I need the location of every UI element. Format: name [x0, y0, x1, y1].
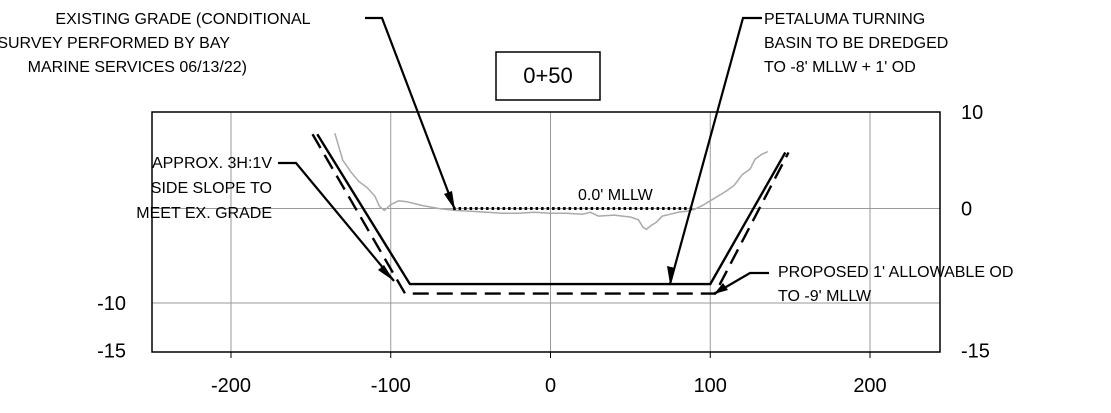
note-line: PETALUMA TURNING — [764, 11, 925, 28]
arrowhead — [667, 266, 675, 284]
arrowhead — [378, 265, 394, 281]
note-line: PROPOSED 1' ALLOWABLE OD — [778, 264, 1013, 281]
x-tick-label: -100 — [371, 375, 411, 397]
station-label: 0+50 — [523, 63, 573, 88]
arrowhead — [714, 283, 728, 294]
section-lines — [311, 132, 790, 295]
leader-arrowheads — [378, 191, 728, 294]
note-line: MEET EX. GRADE — [136, 205, 272, 222]
note-line: SURVEY PERFORMED BY BAY — [0, 35, 230, 52]
leader-overdepth — [713, 271, 769, 295]
arrowhead — [444, 191, 455, 210]
note-line: BASIN TO BE DREDGED — [764, 35, 948, 52]
note-line: APPROX. 3H:1V — [152, 155, 272, 172]
note-turning-basin: PETALUMA TURNING BASIN TO BE DREDGED TO … — [764, 11, 948, 76]
note-overdepth: PROPOSED 1' ALLOWABLE OD TO -9' MLLW — [778, 264, 1013, 305]
y-tick-label-right: 10 — [961, 102, 983, 124]
overdepth-line — [311, 133, 790, 295]
leader-lines — [278, 16, 769, 295]
note-line: SIDE SLOPE TO — [151, 180, 272, 197]
y-tick-label-right: -15 — [961, 340, 990, 362]
y-tick-label-left: -10 — [97, 293, 126, 315]
x-tick-label: 100 — [694, 375, 727, 397]
note-existing-grade: EXISTING GRADE (CONDITIONAL SURVEY PERFO… — [0, 11, 311, 76]
mllw-label: 0.0' MLLW — [578, 187, 654, 204]
design-template-line — [316, 133, 787, 286]
note-line: EXISTING GRADE (CONDITIONAL — [55, 11, 310, 28]
note-line: MARINE SERVICES 06/13/22) — [28, 59, 247, 76]
y-tick-label-left: -15 — [97, 340, 126, 362]
note-side-slope: APPROX. 3H:1V SIDE SLOPE TO MEET EX. GRA… — [136, 155, 272, 222]
x-tick-label: 200 — [853, 375, 886, 397]
station-box — [495, 51, 601, 101]
plot-frame — [151, 111, 941, 353]
note-line: TO -8' MLLW + 1' OD — [764, 59, 916, 76]
x-tick-label: -200 — [211, 375, 251, 397]
leader-turning-basin — [668, 16, 762, 285]
existing-grade-line — [334, 132, 769, 231]
leader-side-slope — [278, 161, 395, 282]
grid-lines — [152, 112, 940, 352]
x-tick-label: 0 — [545, 375, 556, 397]
leader-existing-grade — [365, 16, 457, 211]
note-line: TO -9' MLLW — [778, 288, 872, 305]
y-tick-label-right: 0 — [961, 199, 972, 221]
